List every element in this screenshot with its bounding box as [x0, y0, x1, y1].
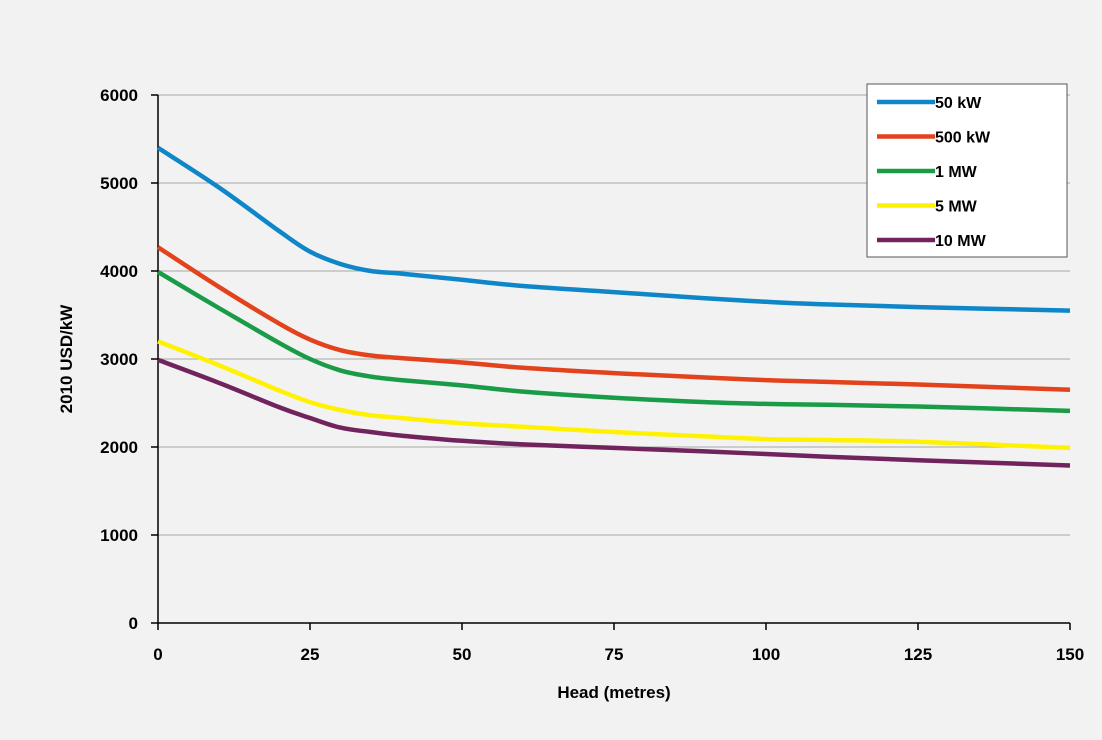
y-tick-label-6: 6000 [100, 86, 138, 105]
y-tick-label-5: 5000 [100, 174, 138, 193]
legend-label-1-mw: 1 MW [935, 164, 978, 181]
y-tick-labels: 0 1000 2000 3000 4000 5000 6000 [100, 86, 158, 633]
series-line-500-kw [156, 245, 1071, 393]
legend-label-500-kw: 500 kW [935, 130, 991, 147]
legend-label-10-mw: 10 MW [935, 233, 987, 250]
series-line-50-kw [156, 145, 1071, 313]
x-tick-labels: 0 25 50 75 100 125 150 [153, 623, 1084, 664]
legend: 50 kW 500 kW 1 MW 5 MW 10 MW [866, 83, 1068, 258]
y-tick-label-0: 0 [129, 614, 138, 633]
x-tick-label-3: 75 [605, 645, 624, 664]
x-axis-title: Head (metres) [557, 683, 670, 702]
legend-label-50-kw: 50 kW [935, 95, 982, 112]
x-tick-label-4: 100 [752, 645, 780, 664]
y-tick-label-3: 3000 [100, 350, 138, 369]
legend-label-5-mw: 5 MW [935, 199, 978, 216]
x-tick-label-0: 0 [153, 645, 162, 664]
y-tick-label-4: 4000 [100, 262, 138, 281]
series-lines [156, 145, 1071, 468]
y-tick-label-2: 2000 [100, 438, 138, 457]
x-tick-label-5: 125 [904, 645, 932, 664]
x-tick-label-6: 150 [1056, 645, 1084, 664]
series-line-1-mw [156, 269, 1071, 414]
series-line-10-mw [157, 357, 1071, 468]
x-tick-label-2: 50 [453, 645, 472, 664]
series-line-5-mw [157, 339, 1071, 451]
x-tick-label-1: 25 [301, 645, 320, 664]
y-axis-title: 2010 USD/kW [57, 304, 76, 414]
y-tick-label-1: 1000 [100, 526, 138, 545]
